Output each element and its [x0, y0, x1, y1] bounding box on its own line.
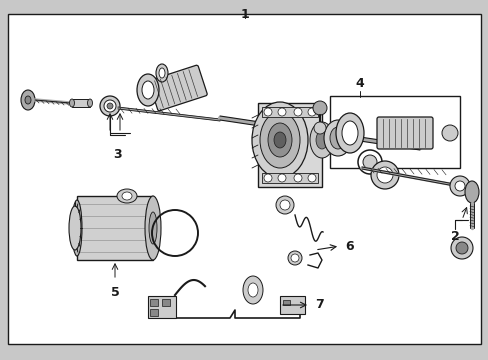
Text: 5: 5: [110, 286, 119, 299]
Ellipse shape: [449, 176, 469, 196]
Bar: [262, 107, 317, 117]
Ellipse shape: [149, 212, 157, 244]
Ellipse shape: [287, 251, 302, 265]
Ellipse shape: [142, 81, 154, 99]
Ellipse shape: [264, 174, 271, 182]
Ellipse shape: [247, 283, 258, 297]
Ellipse shape: [324, 120, 351, 156]
Ellipse shape: [267, 123, 291, 157]
Ellipse shape: [280, 200, 289, 210]
Bar: [258, 103, 321, 187]
Ellipse shape: [87, 99, 92, 107]
Ellipse shape: [464, 181, 478, 203]
Ellipse shape: [72, 200, 82, 256]
FancyBboxPatch shape: [148, 65, 207, 111]
Ellipse shape: [273, 132, 285, 148]
Ellipse shape: [117, 189, 137, 203]
Bar: [77, 196, 153, 260]
Ellipse shape: [100, 96, 120, 116]
Ellipse shape: [313, 122, 325, 134]
Ellipse shape: [329, 127, 346, 149]
Bar: [150, 309, 158, 316]
Ellipse shape: [137, 74, 159, 106]
Ellipse shape: [315, 131, 327, 149]
Text: 7: 7: [314, 298, 323, 311]
Ellipse shape: [312, 101, 326, 115]
Ellipse shape: [357, 150, 381, 174]
Bar: [150, 299, 158, 306]
Ellipse shape: [21, 90, 35, 110]
Bar: [329, 96, 459, 168]
Bar: [262, 173, 317, 183]
Bar: [280, 296, 305, 314]
Bar: [72, 99, 90, 107]
Ellipse shape: [454, 181, 464, 191]
Ellipse shape: [455, 242, 467, 254]
Text: 3: 3: [113, 148, 122, 161]
Bar: [148, 296, 176, 318]
Bar: [162, 299, 170, 306]
Text: 6: 6: [345, 239, 353, 252]
Ellipse shape: [251, 102, 307, 178]
Ellipse shape: [370, 161, 398, 189]
Ellipse shape: [159, 68, 164, 78]
Ellipse shape: [278, 174, 285, 182]
Ellipse shape: [293, 174, 302, 182]
Text: 2: 2: [450, 230, 458, 243]
Ellipse shape: [25, 96, 31, 104]
Ellipse shape: [341, 121, 357, 145]
Ellipse shape: [156, 64, 168, 82]
Text: 4: 4: [355, 77, 364, 90]
Ellipse shape: [69, 99, 74, 107]
Ellipse shape: [290, 254, 298, 262]
Text: 1: 1: [240, 8, 249, 21]
Ellipse shape: [293, 108, 302, 116]
Ellipse shape: [122, 192, 132, 200]
FancyBboxPatch shape: [376, 117, 432, 149]
Bar: [283, 300, 289, 305]
Ellipse shape: [307, 108, 315, 116]
Ellipse shape: [450, 237, 472, 259]
Ellipse shape: [145, 196, 161, 260]
Ellipse shape: [260, 112, 299, 168]
Ellipse shape: [278, 108, 285, 116]
Ellipse shape: [69, 206, 81, 250]
Ellipse shape: [264, 108, 271, 116]
Ellipse shape: [107, 103, 113, 109]
Ellipse shape: [243, 276, 263, 304]
Ellipse shape: [441, 125, 457, 141]
Ellipse shape: [275, 196, 293, 214]
Ellipse shape: [335, 113, 363, 153]
Ellipse shape: [376, 167, 392, 183]
Ellipse shape: [309, 122, 333, 158]
Ellipse shape: [104, 100, 116, 112]
Ellipse shape: [307, 174, 315, 182]
Ellipse shape: [362, 155, 376, 169]
